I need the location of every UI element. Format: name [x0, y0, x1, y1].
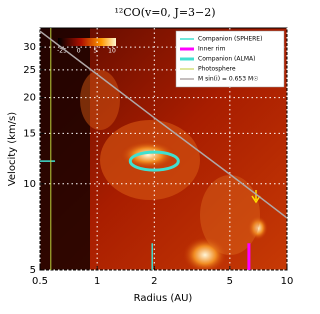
colorbar-tick-label: -25 [57, 48, 67, 55]
series-line [40, 30, 287, 219]
colorbar-tick-label: 5 [93, 48, 97, 55]
legend-label: Photosphere [198, 66, 236, 73]
y-tick-label: 15 [23, 128, 36, 139]
colorbar-tick-label: 10 [108, 48, 116, 55]
plot-frame [39, 27, 288, 271]
chart-title: ¹²CO(v=0, J=3−2) [114, 6, 215, 19]
y-tick-label: 20 [23, 93, 36, 104]
x-tick-label: 10 [281, 276, 294, 287]
y-tick-label: 25 [23, 65, 36, 76]
y-tick-label: 10 [23, 179, 36, 190]
x-tick-label: 1 [94, 276, 100, 287]
colorbar-tick-label: 0 [77, 48, 81, 55]
y-tick-label: 30 [23, 42, 36, 53]
chart: ¹²CO(v=0, J=3−2) Radius (AU) Velocity (k… [7, 6, 294, 304]
legend-label: Inner rim [198, 46, 226, 53]
x-tick-label: 2 [151, 276, 157, 287]
legend-label: M sin(i) = 0.653 M☉ [198, 76, 259, 83]
y-axis-label: Velocity (km/s) [7, 112, 18, 186]
legend-label: Companion (SPHERE) [198, 36, 262, 43]
x-tick-label: 5 [227, 276, 233, 287]
x-tick-label: 0.5 [32, 276, 48, 287]
x-axis-label: Radius (AU) [134, 293, 193, 304]
colorbar [58, 38, 116, 46]
y-tick-label: 5 [30, 265, 36, 276]
companion-ellipse [128, 150, 180, 172]
legend-label: Companion (ALMA) [198, 56, 255, 63]
